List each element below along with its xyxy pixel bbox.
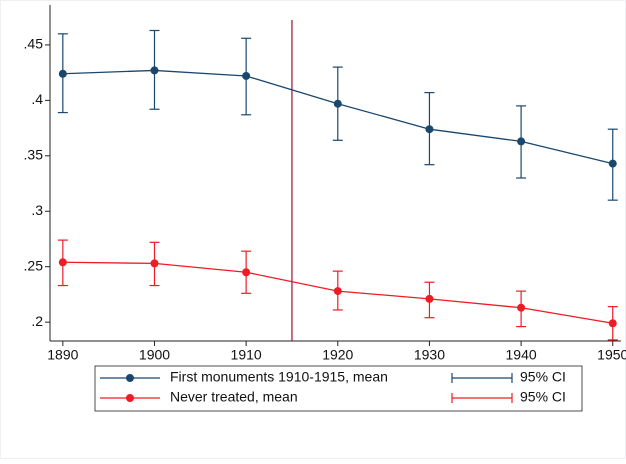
legend-label: First monuments 1910-1915, mean <box>170 369 388 385</box>
point <box>150 259 159 268</box>
point <box>517 137 526 146</box>
x-tick-label: 1900 <box>139 347 170 363</box>
point <box>58 258 67 267</box>
point <box>333 287 342 296</box>
point <box>608 319 617 328</box>
point <box>608 159 617 168</box>
x-tick-label: 1940 <box>506 347 537 363</box>
y-tick-label: .3 <box>31 202 43 218</box>
point <box>242 268 251 277</box>
x-tick-label: 1890 <box>47 347 78 363</box>
y-tick-label: .2 <box>31 313 43 329</box>
legend-label: Never treated, mean <box>170 389 298 405</box>
point <box>425 125 434 134</box>
y-tick-label: .25 <box>24 257 44 273</box>
legend-marker <box>126 374 134 382</box>
point <box>150 66 159 75</box>
legend-ci-label: 95% CI <box>520 369 566 385</box>
point <box>517 303 526 312</box>
point <box>242 71 251 80</box>
x-tick-label: 1920 <box>322 347 353 363</box>
point <box>333 99 342 108</box>
legend-marker <box>126 394 134 402</box>
x-tick-label: 1910 <box>231 347 262 363</box>
y-tick-label: .35 <box>24 147 44 163</box>
x-tick-label: 1930 <box>414 347 445 363</box>
y-tick-label: .4 <box>31 91 43 107</box>
point <box>425 294 434 303</box>
legend-box <box>94 365 583 412</box>
legend-ci-label: 95% CI <box>520 389 566 405</box>
y-tick-label: .45 <box>24 36 44 52</box>
point <box>58 69 67 78</box>
x-tick-label: 1950 <box>597 347 626 363</box>
